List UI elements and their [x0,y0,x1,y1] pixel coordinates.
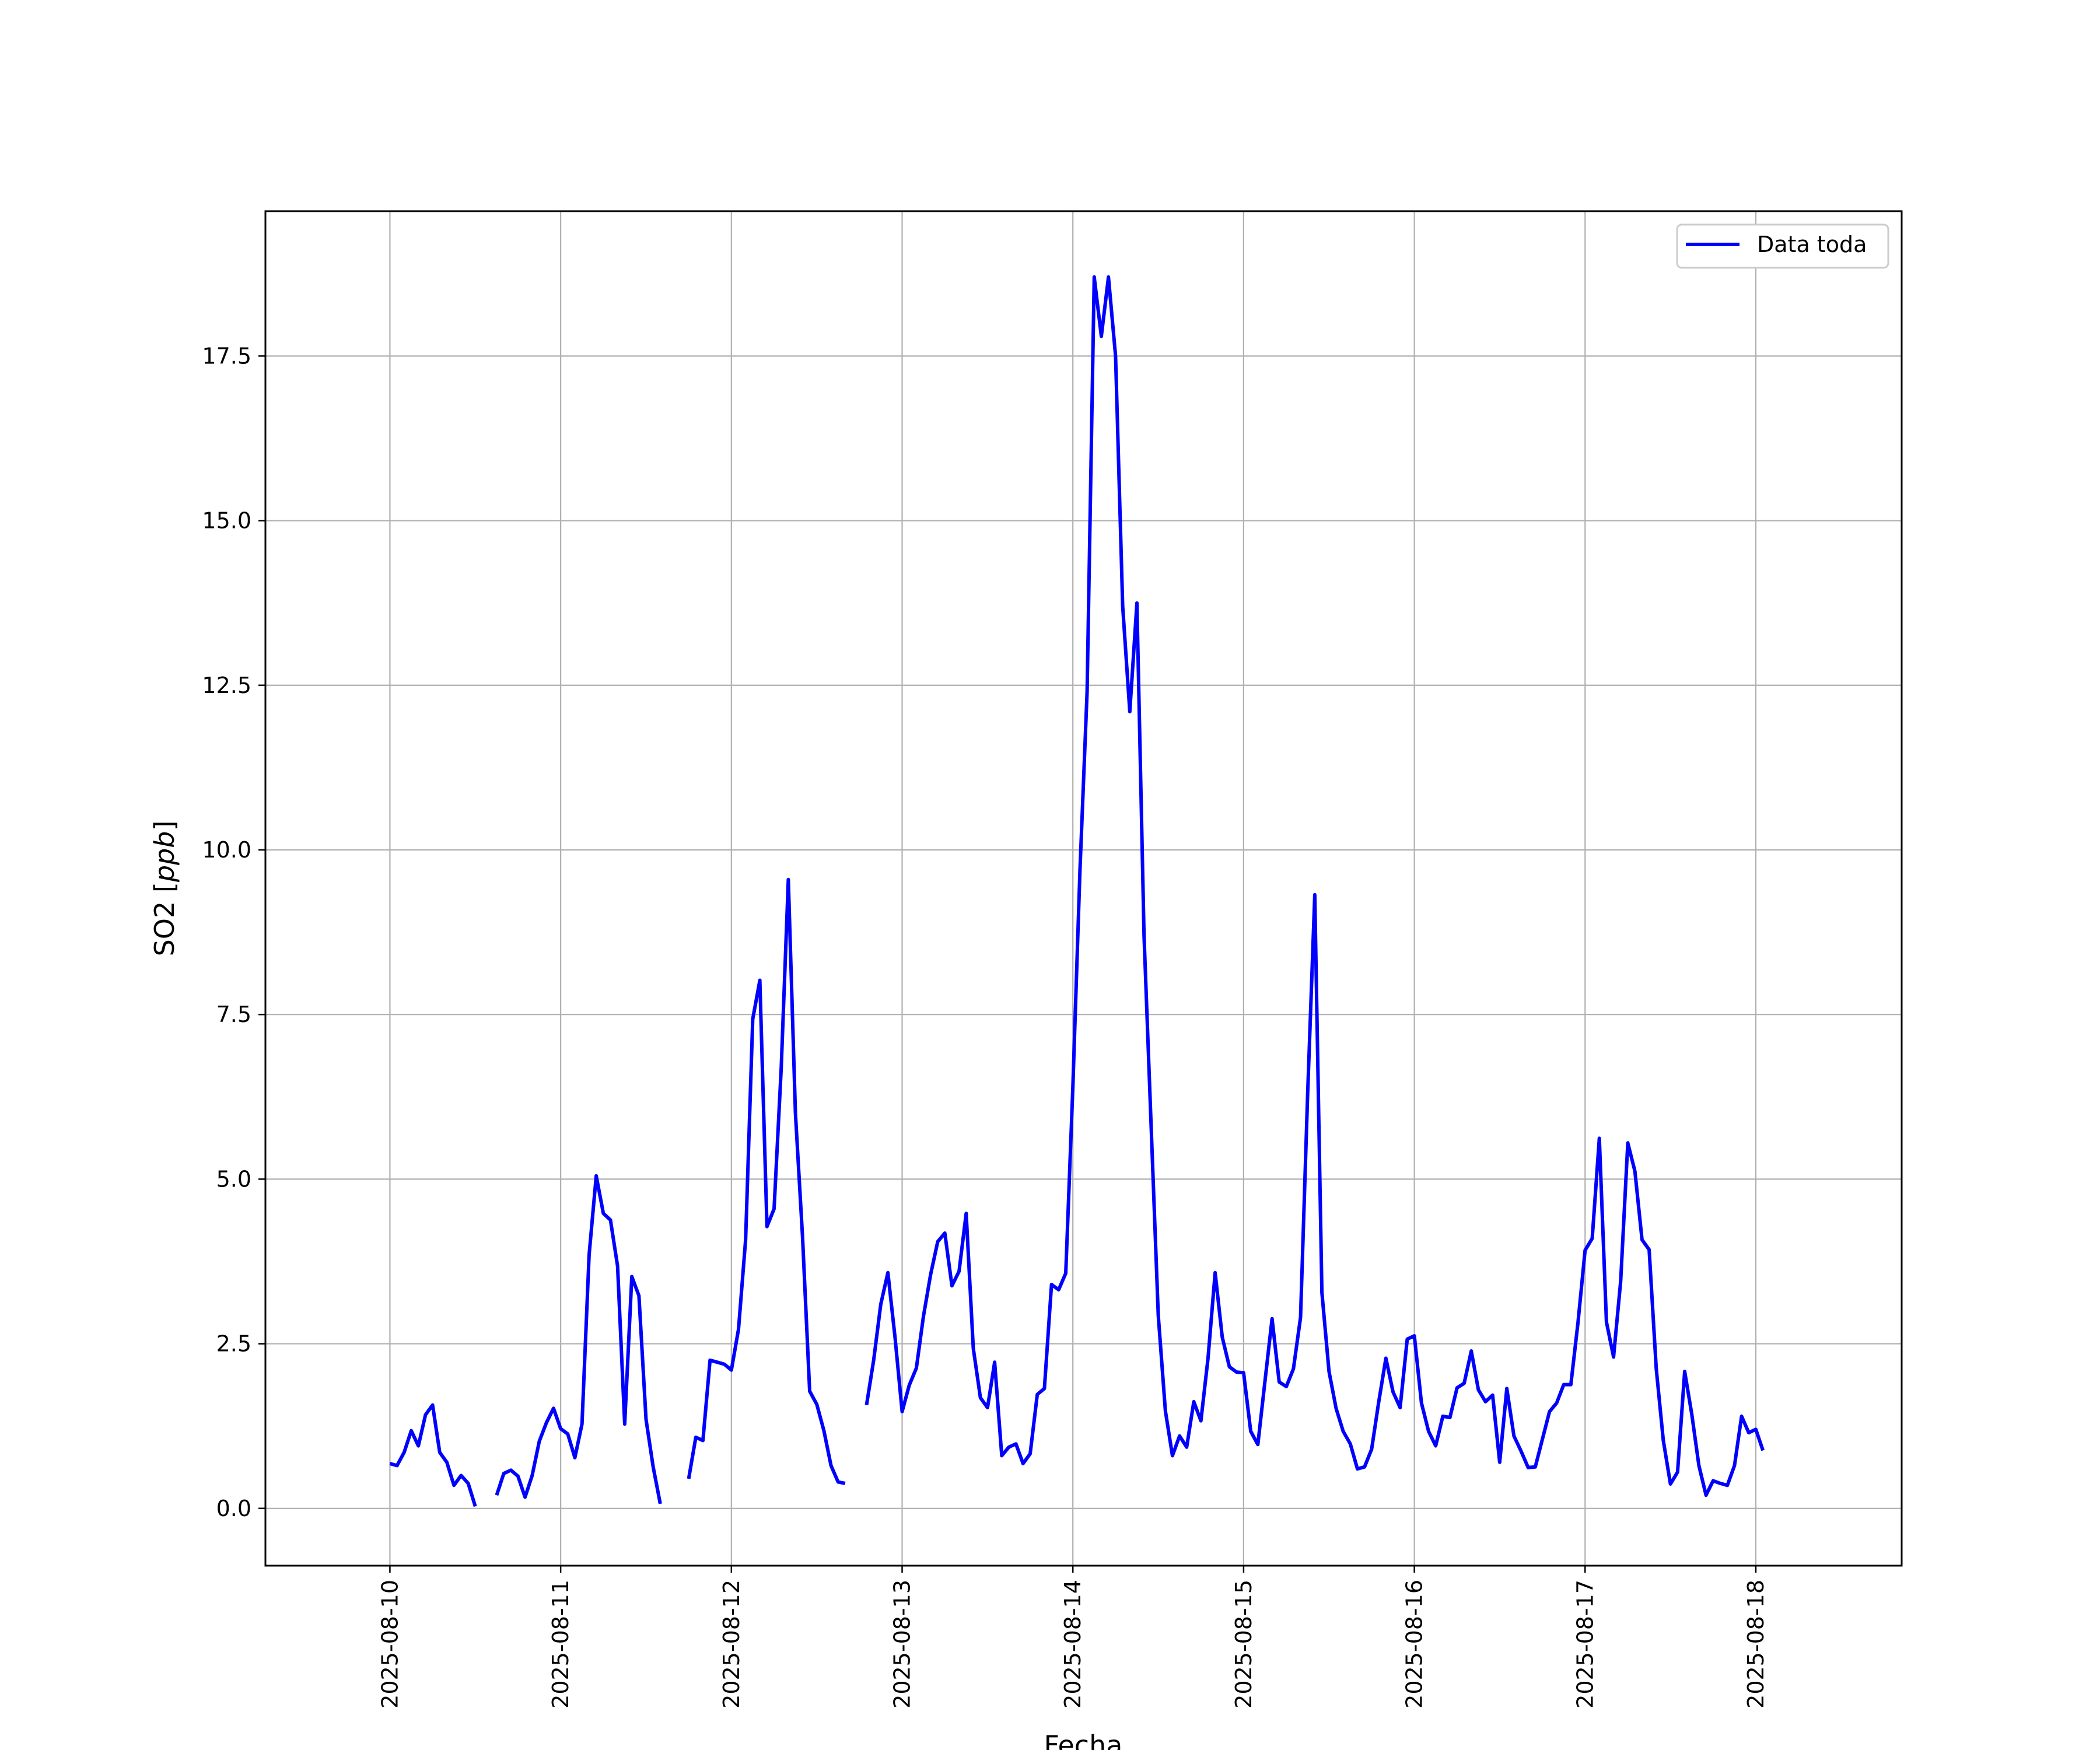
grid [265,211,1902,1566]
y-tick-label: 7.5 [216,1002,251,1027]
x-tick-label: 2025-08-15 [1231,1580,1256,1709]
y-tick-label: 0.0 [216,1496,251,1521]
x-tick-label: 2025-08-13 [890,1580,915,1709]
x-axis: 2025-08-10 2025-08-11 2025-08-12 2025-08-13… [377,1566,1769,1709]
y-tick-label: 2.5 [216,1331,251,1357]
x-tick-label: 2025-08-16 [1402,1580,1427,1709]
y-tick-label: 17.5 [202,343,251,369]
series-layer [389,275,1765,1507]
legend-label: Data toda [1757,232,1867,257]
y-axis: 0.0 2.5 5.0 7.5 10.0 12.5 15.0 17.5 [202,343,265,1521]
x-tick-label: 2025-08-18 [1743,1580,1769,1709]
legend: Data toda [1676,223,1889,269]
y-tick-label: 15.0 [202,508,251,534]
x-tick-label: 2025-08-10 [377,1580,402,1709]
x-tick-label: 2025-08-14 [1060,1580,1086,1709]
x-tick-label: 2025-08-11 [548,1580,573,1709]
legend-box [1676,223,1889,269]
y-tick-label: 12.5 [202,673,251,698]
y-tick-label: 10.0 [202,837,251,863]
y-axis-label-suffix: ] [149,821,180,831]
y-axis-label-prefix: SO2 [ [149,882,180,956]
y-axis-label: SO2 [ppb] [149,821,180,957]
x-axis-label: Fecha [1044,1730,1123,1750]
series-line [389,275,1765,1507]
y-axis-label-unit: ppb [149,831,180,883]
x-tick-label: 2025-08-17 [1572,1580,1598,1709]
x-tick-label: 2025-08-12 [719,1580,744,1709]
y-tick-label: 5.0 [216,1166,251,1192]
plot-area-frame [264,210,1903,1567]
